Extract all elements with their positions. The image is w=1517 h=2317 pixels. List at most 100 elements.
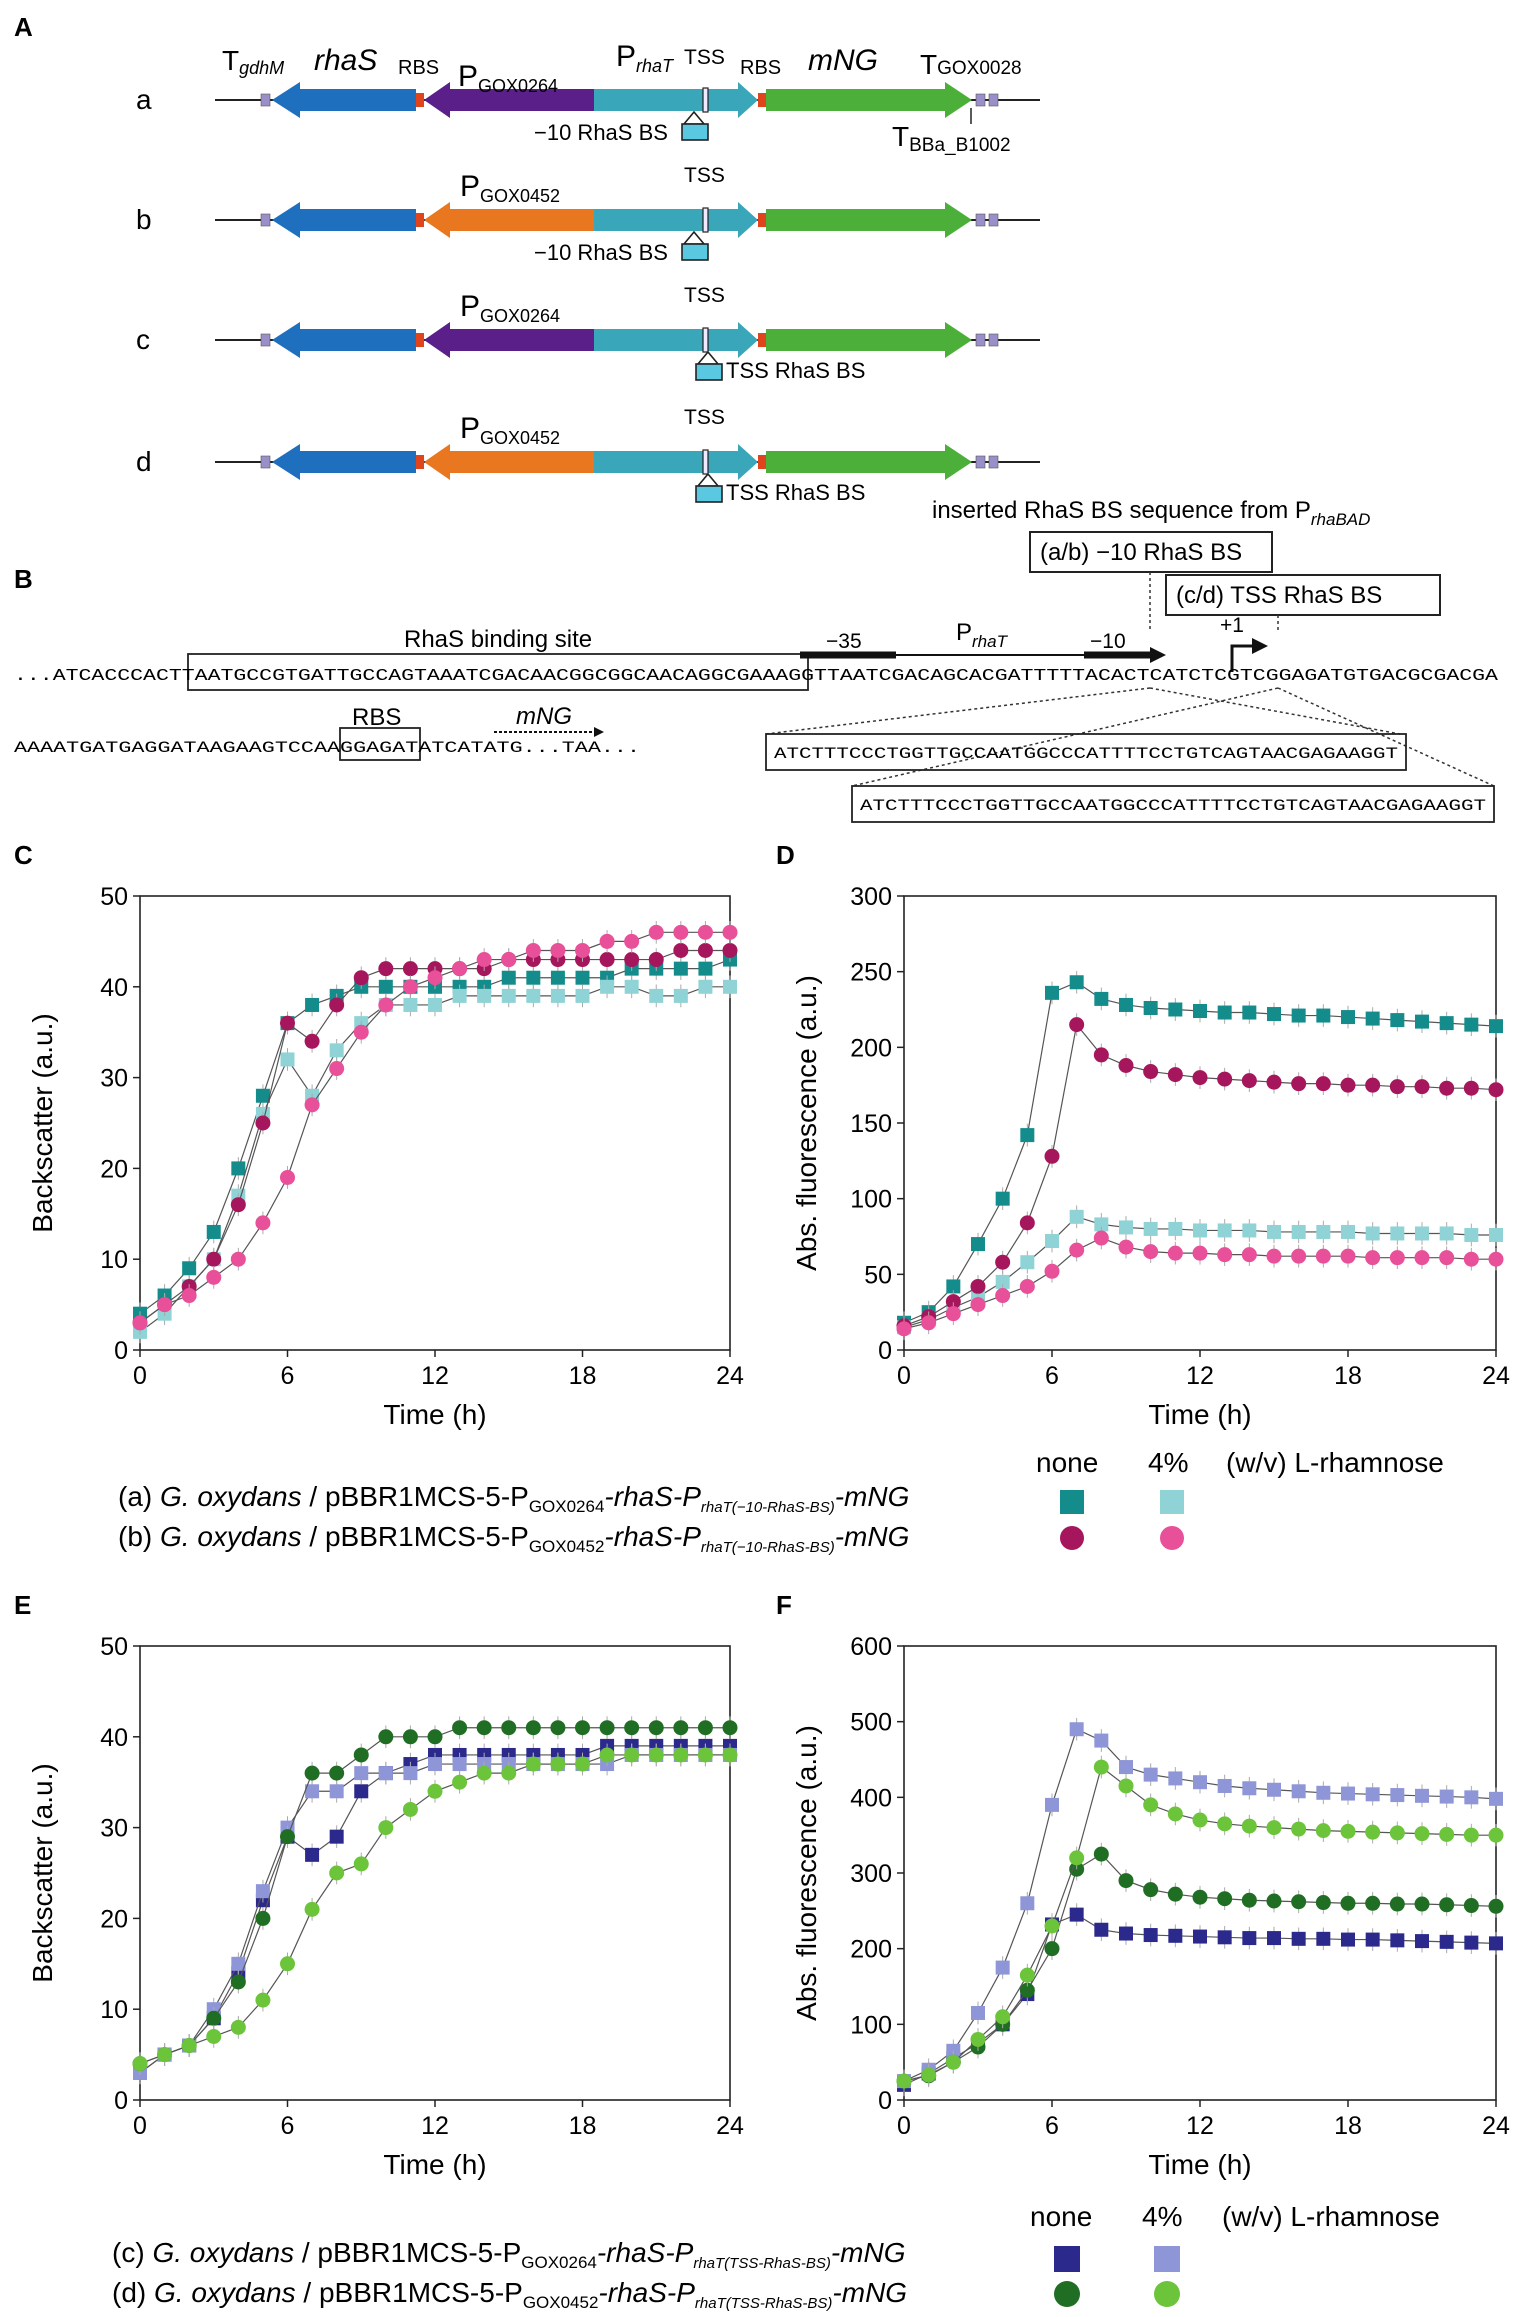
data-point [280,1015,295,1031]
rbs-right [758,455,766,469]
data-point [402,1801,418,1817]
legend-bottom: none 4% (w/v) L-rhamnose (c) G. oxydans … [112,2201,1440,2312]
x-tick-label: 6 [1045,1362,1059,1390]
data-point [1365,1932,1380,1947]
data-point [1192,1812,1208,1828]
data-point [452,988,467,1003]
x-tick-label: 24 [1482,1362,1510,1390]
data-point [1415,1226,1429,1241]
minus35-label: −35 [826,630,862,653]
data-point [1291,1008,1306,1023]
panel-label-b: B [14,564,33,594]
tgdhm-label: TgdhM [222,45,284,78]
x-tick-label: 18 [569,2112,597,2140]
y-tick-label: 40 [100,1724,128,1752]
promoter-label: PGOX0452 [460,412,560,448]
y-axis-label: Backscatter (a.u.) [27,1763,58,1982]
data-point [723,979,737,994]
site-label: TSS RhaS BS [726,480,865,505]
data-point [1217,1223,1232,1238]
data-point [378,961,394,977]
data-point [1093,1230,1109,1246]
data-point [945,1306,961,1322]
y-tick-label: 100 [850,1186,892,1214]
y-tick-label: 50 [864,1261,892,1289]
panel-label-c: C [14,840,33,870]
x-tick-label: 24 [716,2112,744,2140]
data-point [1143,1928,1158,1943]
data-point [1118,1873,1134,1889]
data-point [280,1169,295,1185]
data-point [354,1784,369,1799]
data-point [526,970,541,985]
data-point [1094,1733,1109,1748]
data-point [428,997,442,1012]
data-point [1489,1227,1503,1242]
terminator-right-1 [975,213,986,227]
data-point [403,997,418,1012]
data-point [1389,1896,1405,1912]
promoter-gox0264 [424,82,594,118]
data-point [1488,1251,1504,1267]
data-point [525,1720,541,1736]
data-point [1316,1008,1331,1023]
y-tick-label: 30 [100,1065,128,1093]
data-point [1316,1224,1331,1239]
data-point [1389,1825,1405,1841]
legend-a-text: (a) G. oxydans / pBBR1MCS-5-PGOX0264-rha… [118,1481,909,1516]
sequence-line-1: ...ATCACCCAC TTAATGCCGTGATTGCCAGTAAATCGAC… [14,666,1498,685]
construct-row-c: c TSS RhaS BS TSS PGOX0264 [136,284,1040,383]
data-point [1464,1935,1479,1950]
data-point [354,1766,369,1781]
data-point [1291,1894,1307,1910]
data-point [181,1288,197,1304]
data-point [1415,1788,1429,1803]
chart-c-backscatter: 0 6 12 18 24 0 10 20 30 40 50 Time (h) Backscatter (… [27,883,744,1430]
data-point [230,1251,246,1267]
x-tick-label: 12 [421,2112,449,2140]
construct-row-b: b −10 RhaS BS TSS PGOX0452 [136,164,1040,265]
data-point [402,1729,418,1745]
data-point [1242,1005,1257,1020]
site-label: TSS RhaS BS [726,358,865,383]
data-point [1414,1079,1430,1095]
y-tick-label: 300 [850,883,892,911]
data-point [945,1294,961,1310]
data-point [206,1269,222,1285]
construct-row-a: a −10 RhaS BS TSS PGOX0264 [136,46,1040,145]
series-line [139,986,730,1333]
data-point [157,2047,173,2063]
data-point [1315,1248,1331,1264]
data-point [1019,1278,1035,1294]
data-point [1242,1931,1257,1946]
series-line [139,1727,730,2065]
data-point [648,1747,664,1763]
tbba-label: TBBa_B1002 [892,121,1011,156]
legend-bottom-unit: (w/v) L-rhamnose [1222,2201,1440,2232]
y-tick-label: 30 [100,1815,128,1843]
plot-frame [139,1645,731,2101]
data-point [1045,1797,1059,1812]
rbs-right [758,333,766,347]
promoter-label: PGOX0264 [460,290,560,326]
x-tick-label: 0 [897,1362,911,1390]
data-point [452,1720,468,1736]
data-point [378,1766,393,1781]
data-point [1019,1967,1035,1983]
data-point [697,1720,713,1736]
minus10-label: −10 [1090,630,1126,653]
terminator-left [260,213,271,227]
data-point [1217,1071,1233,1087]
data-point [1464,1790,1479,1805]
data-point [1291,1224,1306,1239]
data-point [1045,985,1059,1000]
box-ab-label: (a/b) −10 RhaS BS [1040,539,1242,566]
data-point [575,1720,590,1736]
y-tick-label: 10 [100,1246,128,1274]
x-axis-label: Time (h) [383,2149,486,2180]
data-point [304,1033,320,1049]
data-point [1193,1775,1207,1790]
legend-a-none-marker [1060,1490,1084,1514]
data-point [476,952,492,968]
data-point [255,1215,271,1231]
